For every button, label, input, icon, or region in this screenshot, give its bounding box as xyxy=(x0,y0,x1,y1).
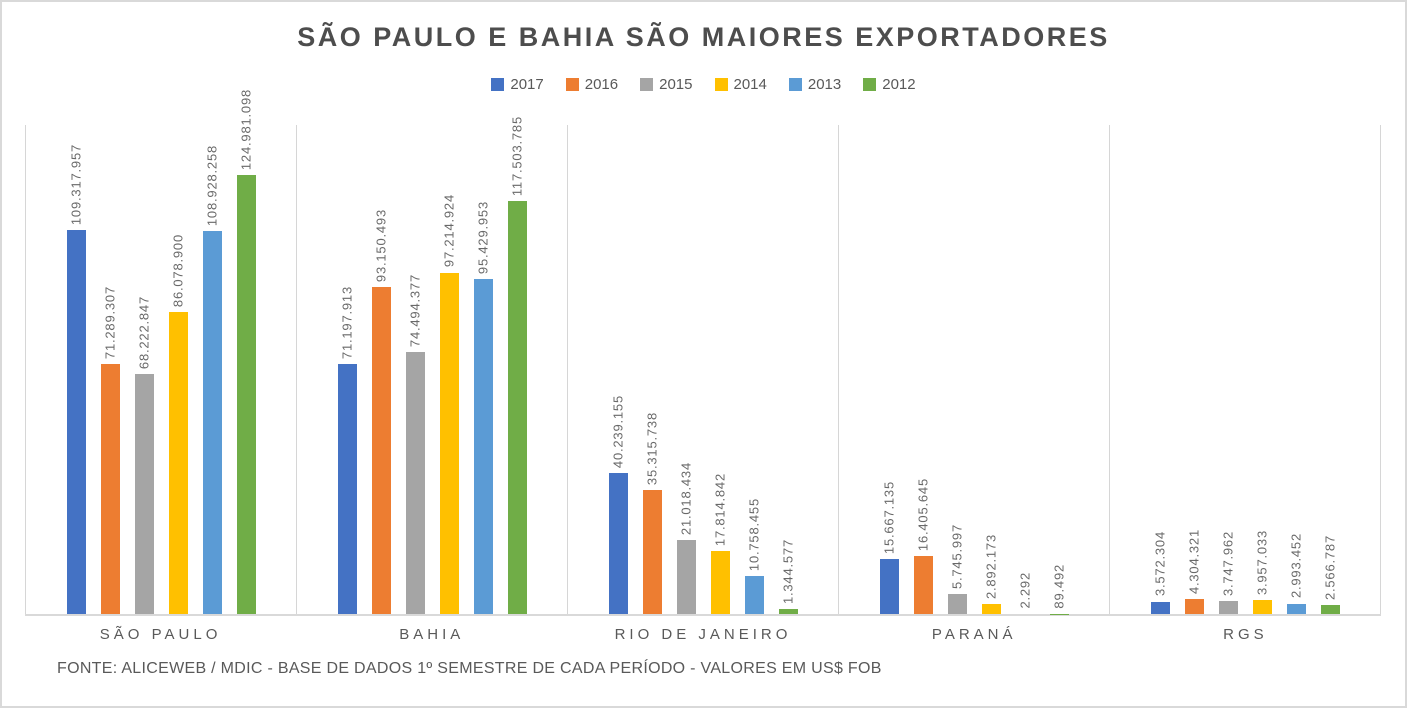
bar-value-label: 97.214.924 xyxy=(441,194,457,268)
bar-parana-2014: 2.892.173 xyxy=(981,534,1001,614)
chart-title: SÃO PAULO E BAHIA SÃO MAIORES EXPORTADOR… xyxy=(297,22,1110,52)
legend-swatch-2013 xyxy=(788,77,802,91)
bar-rio-de-janeiro-2015: 21.018.434 xyxy=(676,462,696,614)
bar-sao-paulo-2012: 124.981.098 xyxy=(236,89,256,614)
bar-value-label: 117.503.785 xyxy=(509,116,525,197)
legend-label: 2015 xyxy=(659,75,693,93)
category-group-sao-paulo: 109.317.957 71.289.307 68.222.847 86.078.90… xyxy=(25,89,297,614)
legend-item-2013: 2013 xyxy=(788,75,842,93)
bar-value-label: 108.928.258 xyxy=(204,145,220,227)
legend-item-2014: 2014 xyxy=(714,75,767,93)
bar-sao-paulo-2017: 109.317.957 xyxy=(66,144,86,614)
bar-sao-paulo-2014: 86.078.900 xyxy=(168,234,188,614)
bar-value-label: 71.197.913 xyxy=(339,285,355,359)
bar-value-label: 71.289.307 xyxy=(102,285,118,359)
bar-value-label: 124.981.098 xyxy=(238,88,254,170)
legend-swatch-2012 xyxy=(863,77,877,91)
bar-value-label: 3.957.033 xyxy=(1254,530,1270,596)
bar-value-label: 109.317.957 xyxy=(68,143,84,225)
bar-value-label: 2.892.173 xyxy=(983,533,999,599)
bar-parana-2017: 15.667.135 xyxy=(879,481,899,614)
legend-swatch-2016 xyxy=(565,77,579,91)
legend-label: 2017 xyxy=(510,75,544,93)
bar-value-label: 16.405.645 xyxy=(915,478,931,552)
legend-item-2012: 2012 xyxy=(863,75,916,93)
category-label-sao-paulo: SÃO PAULO xyxy=(99,626,222,643)
legend: 2017 2016 2015 2014 2013 2012 xyxy=(2,75,1405,93)
bar-sao-paulo-2016: 71.289.307 xyxy=(100,286,120,614)
bar-parana-2016: 16.405.645 xyxy=(913,478,933,614)
bar-rgs-2016: 4.304.321 xyxy=(1184,529,1204,614)
legend-swatch-2017 xyxy=(491,77,505,91)
source-note: FONTE: ALICEWEB / MDIC - BASE DE DADOS 1… xyxy=(57,660,882,677)
bar-rio-de-janeiro-2016: 35.315.738 xyxy=(642,412,662,614)
bar-value-label: 1.344.577 xyxy=(780,539,796,605)
bar-value-label: 3.747.962 xyxy=(1220,530,1236,596)
legend-label: 2016 xyxy=(584,75,619,93)
bar-value-label: 3.572.304 xyxy=(1152,531,1168,597)
bar-value-label: 17.814.842 xyxy=(712,473,728,547)
bar-bahia-2015: 74.494.377 xyxy=(405,274,425,614)
bar-value-label: 2.993.452 xyxy=(1288,533,1304,599)
plot-area: 109.317.957 71.289.307 68.222.847 86.078.90… xyxy=(25,89,1381,616)
bar-value-label: 35.315.738 xyxy=(644,411,660,485)
category-label-parana: PARANÁ xyxy=(931,626,1017,643)
category-axis: SÃO PAULO BAHIA RIO DE JANEIRO PARANÁ RGS xyxy=(25,616,1381,643)
bar-rgs-2015: 3.747.962 xyxy=(1218,531,1238,614)
legend-swatch-2015 xyxy=(640,77,654,91)
legend-label: 2014 xyxy=(733,75,767,93)
bar-rgs-2017: 3.572.304 xyxy=(1150,531,1170,614)
bar-rgs-2013: 2.993.452 xyxy=(1286,533,1306,614)
bar-value-label: 89.492 xyxy=(1051,564,1067,609)
legend-item-2016: 2016 xyxy=(565,75,619,93)
bar-value-label: 74.494.377 xyxy=(407,274,423,348)
bar-value-label: 93.150.493 xyxy=(373,208,389,282)
bar-value-label: 2.292 xyxy=(1017,572,1033,609)
bar-bahia-2013: 95.429.953 xyxy=(473,201,493,614)
bar-sao-paulo-2015: 68.222.847 xyxy=(134,296,154,614)
bar-value-label: 40.239.155 xyxy=(610,394,626,468)
category-group-rio-de-janeiro: 40.239.155 35.315.738 21.018.434 17.814.842… xyxy=(568,125,839,614)
legend-label: 2013 xyxy=(807,75,842,93)
bar-bahia-2012: 117.503.785 xyxy=(507,116,527,614)
bar-value-label: 5.745.997 xyxy=(949,523,965,589)
bar-rio-de-janeiro-2014: 17.814.842 xyxy=(710,473,730,614)
legend-swatch-2014 xyxy=(714,77,728,91)
bar-sao-paulo-2013: 108.928.258 xyxy=(202,145,222,614)
bar-bahia-2014: 97.214.924 xyxy=(439,194,459,614)
bar-bahia-2016: 93.150.493 xyxy=(371,209,391,614)
bar-rio-de-janeiro-2012: 1.344.577 xyxy=(778,539,798,614)
bar-value-label: 15.667.135 xyxy=(881,480,897,554)
bar-value-label: 95.429.953 xyxy=(475,200,491,274)
bar-value-label: 68.222.847 xyxy=(136,296,152,370)
category-label-rgs: RGS xyxy=(1223,626,1268,643)
legend-item-2015: 2015 xyxy=(640,75,693,93)
bar-rgs-2012: 2.566.787 xyxy=(1320,535,1340,614)
bar-value-label: 86.078.900 xyxy=(170,233,186,307)
bar-value-label: 10.758.455 xyxy=(746,498,762,572)
category-group-bahia: 71.197.913 93.150.493 74.494.377 97.214.924… xyxy=(297,116,568,614)
category-group-parana: 15.667.135 16.405.645 5.745.997 2.892.173 2.… xyxy=(839,125,1110,614)
bar-value-label: 4.304.321 xyxy=(1186,528,1202,594)
bar-rio-de-janeiro-2017: 40.239.155 xyxy=(608,395,628,614)
category-label-rio-de-janeiro: RIO DE JANEIRO xyxy=(614,626,792,643)
bar-value-label: 21.018.434 xyxy=(678,462,694,536)
category-label-bahia: BAHIA xyxy=(399,626,465,643)
category-group-rgs: 3.572.304 4.304.321 3.747.962 3.957.033 2.99… xyxy=(1110,125,1381,614)
bar-rio-de-janeiro-2013: 10.758.455 xyxy=(744,498,764,614)
bar-parana-2015: 5.745.997 xyxy=(947,524,967,614)
bar-bahia-2017: 71.197.913 xyxy=(337,286,357,614)
bar-rgs-2014: 3.957.033 xyxy=(1252,530,1272,614)
bar-value-label: 2.566.787 xyxy=(1322,534,1338,600)
legend-label: 2012 xyxy=(882,75,916,93)
legend-item-2017: 2017 xyxy=(491,75,544,93)
